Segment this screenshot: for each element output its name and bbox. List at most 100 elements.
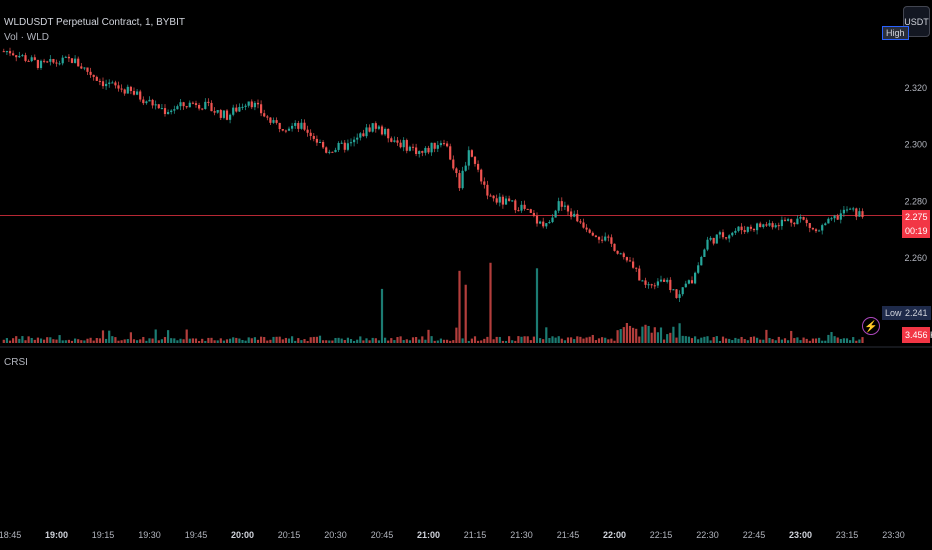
candle-body — [849, 208, 852, 210]
lightning-icon[interactable]: ⚡ — [862, 317, 880, 335]
volume-bar — [349, 339, 353, 343]
candle-body — [514, 200, 517, 211]
volume-bar — [114, 337, 117, 343]
volume-bar — [263, 337, 266, 343]
candle-body — [83, 67, 86, 69]
volume-bar — [731, 340, 734, 343]
crsi-indicator-label[interactable]: CRSI — [4, 357, 28, 368]
volume-bar — [225, 339, 229, 343]
volume-bar — [281, 339, 284, 343]
candle-body — [300, 122, 303, 129]
candle-body — [446, 143, 449, 147]
candle-body — [157, 104, 160, 109]
volume-bar — [787, 340, 790, 343]
candlestick-series — [2, 47, 864, 303]
candle-body — [30, 57, 33, 62]
volume-bar — [33, 339, 36, 343]
candle-body — [486, 184, 489, 196]
volume-bar — [55, 339, 58, 343]
candle-body — [477, 163, 480, 170]
candle-body — [8, 51, 12, 54]
volume-bar — [89, 337, 92, 343]
price-tick-label: 2.300 — [904, 140, 927, 150]
candle-body — [405, 140, 408, 151]
candle-body — [241, 106, 244, 108]
candle-body — [216, 110, 219, 113]
volume-bar — [771, 339, 774, 343]
volume-bar — [182, 339, 185, 343]
candle-body — [526, 208, 529, 210]
candle-body — [715, 234, 718, 244]
volume-bar — [644, 324, 647, 343]
volume-bar — [331, 340, 334, 343]
candle-body — [263, 113, 266, 117]
volume-bar — [830, 332, 833, 343]
candle-body — [266, 116, 269, 118]
candle-body — [67, 56, 70, 59]
candle-body — [325, 147, 328, 153]
volume-bar — [2, 339, 5, 343]
volume-bar — [861, 337, 864, 343]
candle-body — [424, 147, 427, 153]
candle-body — [129, 86, 132, 91]
candle-body — [663, 279, 666, 282]
volume-bar — [756, 337, 759, 343]
volume-bar — [712, 337, 715, 343]
time-tick-label: 23:30 — [882, 530, 905, 540]
volume-bar — [101, 330, 105, 343]
volume-bar — [340, 338, 343, 343]
candle-body — [529, 209, 532, 213]
candle-body — [774, 225, 777, 228]
volume-legend[interactable]: Vol · WLD — [4, 32, 50, 43]
candle-body — [644, 280, 647, 285]
candle-body — [123, 89, 126, 94]
volume-bar — [111, 336, 114, 343]
candle-body — [545, 223, 548, 227]
volume-bar — [393, 340, 396, 343]
candle-body — [641, 280, 644, 282]
volume-bar — [117, 340, 120, 343]
volume-bar — [458, 270, 461, 343]
volume-bar — [802, 337, 805, 343]
candle-body — [452, 159, 455, 169]
candle-body — [235, 107, 238, 112]
volume-bar — [108, 330, 111, 343]
volume-bar — [12, 338, 15, 343]
candle-body — [238, 107, 241, 112]
candle-body — [777, 225, 780, 227]
symbol-title[interactable]: WLDUSDT Perpetual Contract, 1, BYBIT — [4, 17, 185, 28]
volume-bar — [811, 338, 814, 343]
candle-body — [287, 128, 291, 131]
candle-body — [322, 142, 325, 148]
volume-bar — [762, 339, 765, 343]
volume-bar — [64, 340, 67, 343]
volume-bar — [743, 339, 746, 343]
candle-body — [647, 284, 650, 286]
volume-bar — [436, 340, 439, 343]
candle-body — [247, 101, 250, 106]
volume-bar — [303, 339, 306, 343]
volume-bar — [371, 337, 374, 343]
volume-bar — [18, 338, 21, 343]
volume-bar — [780, 339, 783, 343]
volume-bar — [139, 339, 142, 343]
candle-body — [64, 56, 67, 58]
volume-bar — [132, 339, 136, 343]
candle-body — [672, 289, 675, 291]
volume-value-label: 3.456 K — [902, 327, 932, 343]
volume-bar — [659, 327, 663, 343]
volume-bar — [442, 339, 446, 343]
candle-body — [802, 217, 805, 220]
candle-body — [95, 76, 98, 81]
volume-bar — [157, 340, 160, 343]
price-axis-labels: 2.320 2.300 2.280 2.260 — [904, 83, 927, 263]
candle-body — [229, 114, 232, 120]
candle-body — [433, 142, 436, 149]
candle-body — [793, 222, 796, 225]
volume-bar — [535, 268, 539, 343]
volume-bar — [5, 338, 8, 343]
volume-bar — [734, 337, 737, 343]
volume-bar — [839, 338, 842, 343]
candle-body — [458, 173, 461, 189]
